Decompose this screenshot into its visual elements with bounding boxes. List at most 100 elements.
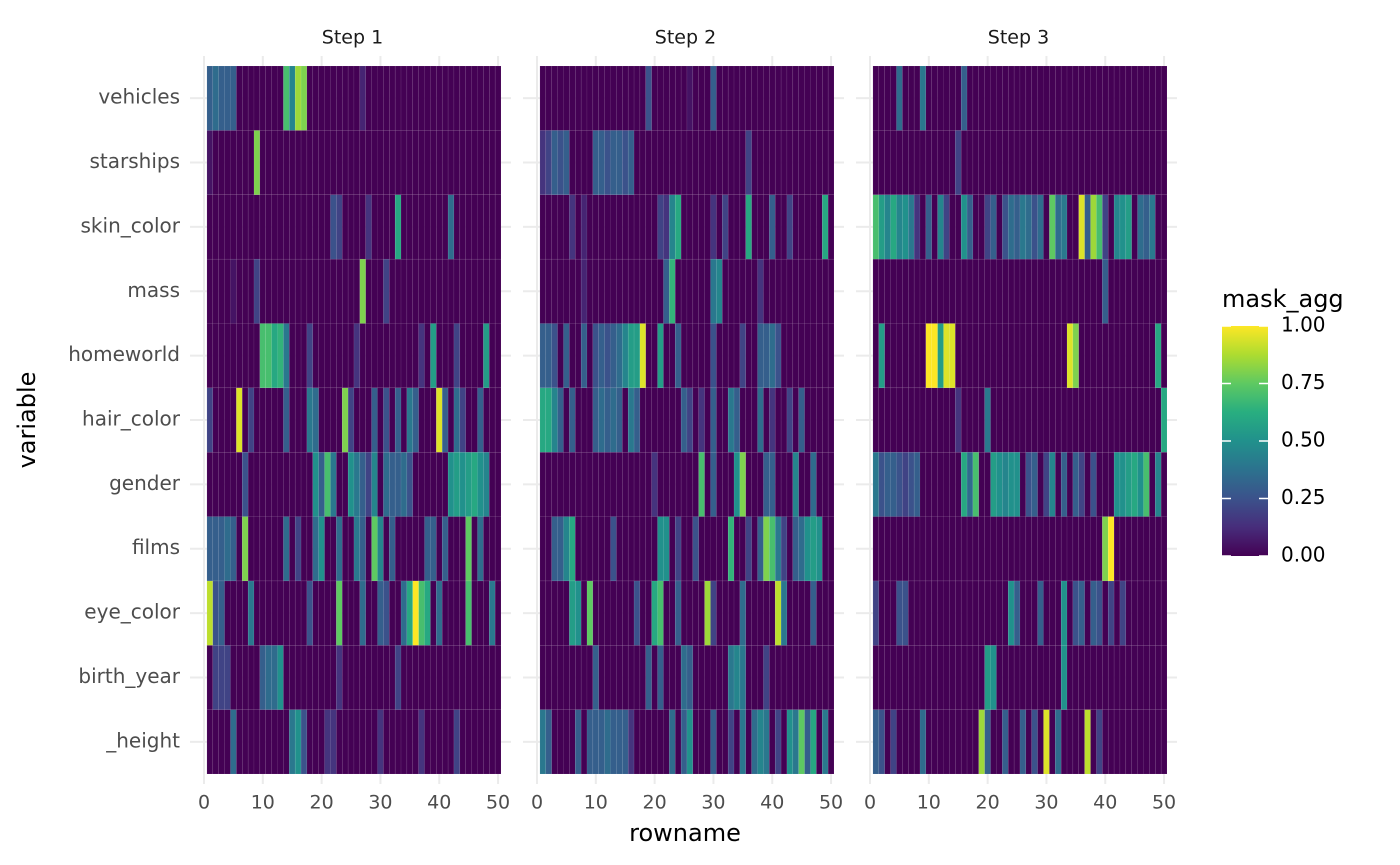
heat-cell — [441, 451, 449, 517]
heat-cell — [692, 516, 699, 582]
heat-cell — [786, 451, 794, 517]
heat-cell — [598, 194, 605, 260]
heat-cell — [633, 130, 641, 195]
heat-cell — [872, 323, 880, 389]
heat-cell — [236, 387, 243, 453]
heat-cell — [488, 323, 496, 389]
heat-cell — [471, 580, 478, 646]
heat-cell — [465, 258, 472, 324]
heat-cell — [1060, 323, 1068, 389]
heat-cell — [453, 580, 461, 646]
x-axis-title: rowname — [629, 819, 741, 847]
heat-cell — [283, 65, 290, 131]
heat-cell — [639, 451, 647, 517]
heat-cell — [580, 580, 588, 646]
heat-cell — [353, 65, 361, 131]
heat-cell — [710, 709, 717, 775]
heat-cell — [1149, 451, 1156, 517]
heat-cell — [592, 130, 600, 195]
heat-cell — [271, 258, 278, 324]
heat-cell — [283, 194, 290, 260]
heat-cell — [1031, 258, 1038, 324]
heat-cell — [206, 323, 214, 389]
heat-cell — [1072, 323, 1080, 389]
heat-cell — [1119, 580, 1127, 646]
heat-cell — [465, 130, 472, 195]
heat-cell — [627, 645, 635, 710]
heat-cell — [1119, 65, 1127, 131]
heat-cell — [459, 194, 466, 260]
heat-cell — [477, 130, 484, 195]
heat-cell — [1160, 130, 1168, 195]
heat-cell — [1043, 516, 1050, 582]
heat-cell — [622, 387, 629, 453]
heat-cell — [651, 130, 658, 195]
heat-cell — [937, 580, 944, 646]
heat-cell — [913, 323, 921, 389]
heat-cell — [1113, 258, 1121, 324]
heat-cell — [1031, 65, 1038, 131]
heat-cell — [383, 645, 390, 710]
heat-cell — [972, 258, 980, 324]
heat-cell — [669, 387, 676, 453]
heat-cell — [627, 451, 635, 517]
heat-cell — [739, 130, 747, 195]
heat-cell — [604, 130, 611, 195]
heat-cell — [341, 387, 349, 453]
heat-cell — [984, 194, 991, 260]
heat-cell — [925, 387, 933, 453]
heat-cell — [913, 451, 921, 517]
heat-cell — [1078, 516, 1085, 582]
heat-cell — [1131, 645, 1138, 710]
heat-cell — [633, 451, 641, 517]
heat-cell — [441, 323, 449, 389]
heat-cell — [727, 580, 735, 646]
heat-cell — [949, 516, 956, 582]
heat-cell — [622, 130, 629, 195]
heat-cell — [804, 258, 811, 324]
heat-cell — [259, 387, 267, 453]
heat-cell — [1154, 580, 1162, 646]
heat-cell — [1002, 323, 1009, 389]
heat-cell — [966, 580, 974, 646]
heat-cell — [913, 645, 921, 710]
heat-cell — [1066, 709, 1074, 775]
heat-cell — [1084, 709, 1091, 775]
heat-cell — [990, 258, 997, 324]
legend-tick-label: 0.50 — [1281, 428, 1326, 452]
heat-cell — [1078, 258, 1085, 324]
heat-cell — [586, 323, 594, 389]
heat-cell — [265, 65, 272, 131]
heat-cell — [733, 258, 741, 324]
heat-cell — [436, 194, 443, 260]
heat-cell — [890, 645, 897, 710]
heat-cell — [447, 516, 455, 582]
heat-cell — [816, 451, 823, 517]
heat-cell — [913, 258, 921, 324]
heat-cell — [1031, 516, 1038, 582]
heat-cell — [1066, 130, 1074, 195]
heat-cell — [563, 65, 570, 131]
heat-cell — [996, 65, 1003, 131]
heat-cell — [557, 580, 564, 646]
heat-cell — [294, 645, 302, 710]
heat-cell — [580, 65, 588, 131]
heat-cell — [365, 451, 372, 517]
heat-cell — [1084, 323, 1091, 389]
heat-cell — [955, 194, 962, 260]
heat-cell — [1090, 130, 1097, 195]
heat-cell — [821, 130, 829, 195]
heat-cell — [359, 194, 366, 260]
heat-cell — [539, 130, 547, 195]
heat-cell — [371, 130, 378, 195]
heat-cell — [465, 323, 472, 389]
heat-cell — [1131, 130, 1138, 195]
heat-cell — [300, 580, 308, 646]
heat-cell — [780, 580, 788, 646]
heat-cell — [955, 258, 962, 324]
heat-cell — [616, 323, 623, 389]
heat-cell — [1078, 387, 1085, 453]
heat-cell — [477, 709, 484, 775]
heat-cell — [810, 580, 817, 646]
heat-cell — [1007, 580, 1015, 646]
